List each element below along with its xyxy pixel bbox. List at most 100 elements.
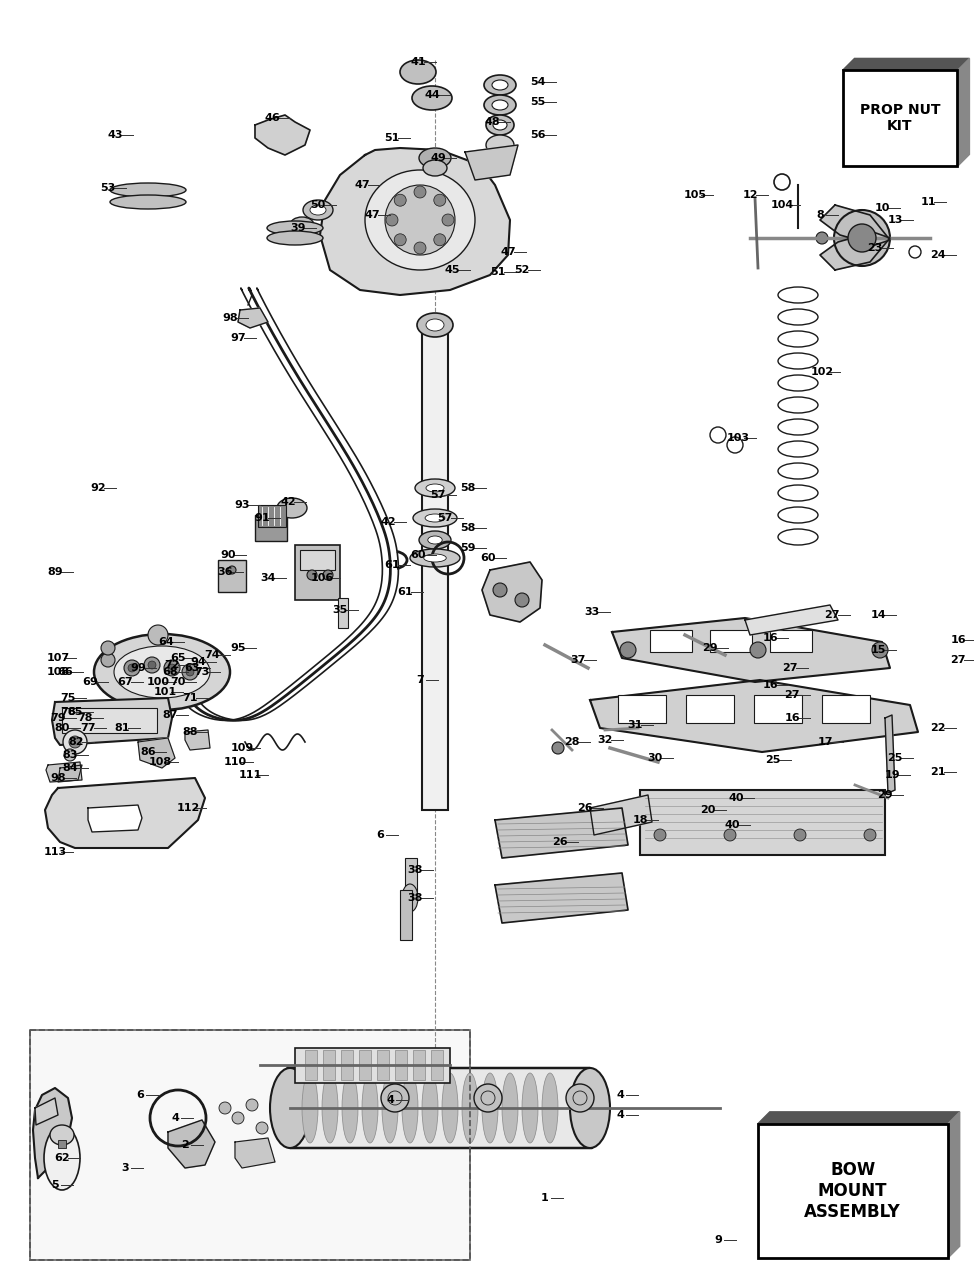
- Text: 69: 69: [82, 677, 97, 687]
- Text: 9: 9: [714, 1235, 722, 1245]
- Text: 59: 59: [461, 543, 475, 553]
- Bar: [341, 1050, 353, 1080]
- Text: 60: 60: [410, 550, 426, 561]
- Polygon shape: [957, 59, 969, 166]
- Bar: [405, 858, 417, 893]
- Text: 46: 46: [264, 113, 280, 123]
- Circle shape: [101, 641, 115, 655]
- Polygon shape: [820, 205, 890, 244]
- Bar: [255, 515, 287, 541]
- Bar: [323, 1050, 335, 1080]
- Circle shape: [144, 657, 160, 673]
- Text: 26: 26: [578, 803, 593, 813]
- Text: 53: 53: [100, 183, 116, 193]
- Text: 74: 74: [205, 650, 220, 660]
- Text: 31: 31: [627, 719, 643, 730]
- Ellipse shape: [442, 1073, 458, 1143]
- Text: 40: 40: [725, 820, 739, 829]
- Polygon shape: [758, 1112, 959, 1124]
- Text: 11: 11: [920, 197, 936, 207]
- Text: 88: 88: [182, 727, 198, 737]
- Text: 76: 76: [60, 707, 76, 717]
- Text: 27: 27: [784, 690, 800, 700]
- Ellipse shape: [426, 484, 444, 492]
- Ellipse shape: [94, 634, 230, 710]
- Circle shape: [232, 1112, 244, 1124]
- Text: 40: 40: [729, 794, 744, 803]
- Text: 75: 75: [60, 692, 76, 703]
- Text: 17: 17: [817, 737, 833, 748]
- Text: 112: 112: [176, 803, 200, 813]
- Text: 83: 83: [62, 750, 78, 760]
- Text: 111: 111: [239, 771, 262, 780]
- Text: 4: 4: [386, 1094, 393, 1105]
- Text: 90: 90: [220, 550, 236, 561]
- Text: 77: 77: [80, 723, 95, 733]
- Text: 97: 97: [230, 333, 245, 343]
- Text: 42: 42: [380, 517, 395, 527]
- Circle shape: [474, 1084, 502, 1112]
- Ellipse shape: [419, 531, 451, 549]
- Text: 91: 91: [254, 513, 270, 524]
- Circle shape: [386, 214, 398, 227]
- Circle shape: [381, 1084, 409, 1112]
- Text: 41: 41: [410, 58, 426, 67]
- Circle shape: [323, 570, 333, 580]
- Ellipse shape: [415, 479, 455, 497]
- Circle shape: [256, 1123, 268, 1134]
- Ellipse shape: [423, 160, 447, 175]
- Text: 4: 4: [171, 1114, 179, 1123]
- Ellipse shape: [400, 60, 436, 84]
- Text: 47: 47: [355, 180, 370, 189]
- Text: 62: 62: [55, 1153, 70, 1164]
- Text: 73: 73: [194, 667, 209, 677]
- Polygon shape: [948, 1112, 959, 1258]
- Polygon shape: [465, 145, 518, 180]
- Bar: [300, 550, 335, 570]
- Text: 12: 12: [742, 189, 758, 200]
- Ellipse shape: [267, 221, 323, 236]
- Circle shape: [186, 668, 194, 676]
- Ellipse shape: [522, 1073, 538, 1143]
- Text: 29: 29: [878, 790, 893, 800]
- Ellipse shape: [484, 76, 516, 95]
- Text: 81: 81: [114, 723, 130, 733]
- Polygon shape: [35, 1098, 58, 1125]
- Text: 13: 13: [887, 215, 903, 225]
- Text: 27: 27: [824, 611, 840, 620]
- Ellipse shape: [422, 1073, 438, 1143]
- Text: 67: 67: [117, 677, 132, 687]
- Circle shape: [394, 234, 406, 246]
- Circle shape: [148, 660, 156, 669]
- Text: 27: 27: [951, 655, 966, 666]
- Polygon shape: [45, 778, 205, 847]
- Polygon shape: [52, 698, 172, 745]
- Text: 4: 4: [617, 1091, 624, 1100]
- Text: 51: 51: [490, 268, 506, 276]
- Text: 44: 44: [424, 90, 440, 100]
- Ellipse shape: [492, 79, 508, 90]
- Text: 16: 16: [763, 680, 778, 690]
- Text: 55: 55: [531, 97, 545, 108]
- Ellipse shape: [428, 536, 442, 544]
- Circle shape: [433, 234, 446, 246]
- Ellipse shape: [417, 314, 453, 337]
- Bar: [754, 695, 802, 723]
- Circle shape: [307, 570, 317, 580]
- Text: 93: 93: [235, 500, 249, 509]
- Text: 87: 87: [163, 710, 177, 719]
- Text: 37: 37: [571, 655, 585, 666]
- Text: 14: 14: [870, 611, 885, 620]
- Text: 26: 26: [552, 837, 568, 847]
- Ellipse shape: [425, 515, 445, 522]
- Bar: [295, 1048, 450, 1083]
- Text: 39: 39: [290, 223, 306, 233]
- Ellipse shape: [493, 120, 507, 131]
- Ellipse shape: [413, 509, 457, 527]
- Ellipse shape: [486, 134, 514, 155]
- Text: 32: 32: [597, 735, 613, 745]
- Text: 2: 2: [181, 1140, 189, 1149]
- Ellipse shape: [302, 1073, 318, 1143]
- Circle shape: [620, 643, 636, 658]
- Text: 63: 63: [184, 663, 200, 673]
